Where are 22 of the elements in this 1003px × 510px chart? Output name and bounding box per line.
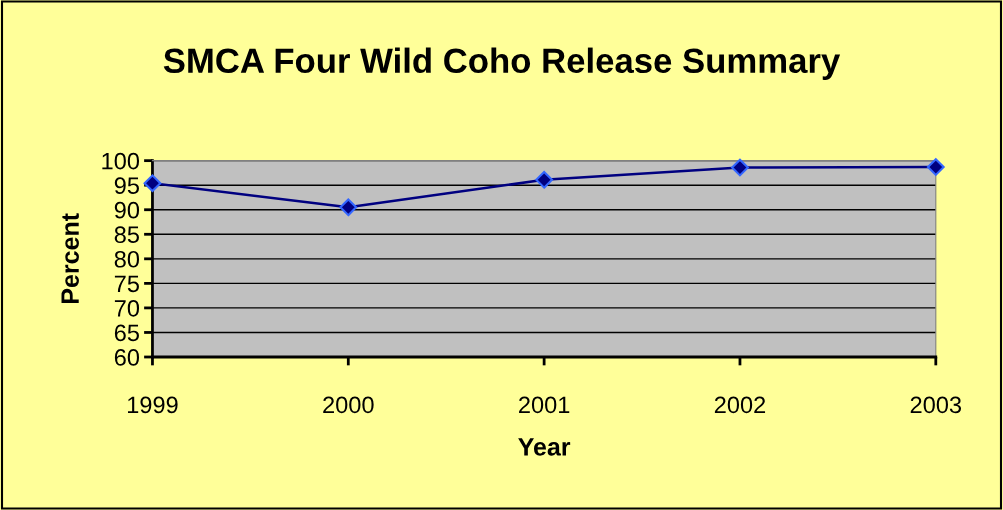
x-tick-label: 2003 xyxy=(910,396,962,414)
y-tick-label: 65 xyxy=(114,324,139,342)
point xyxy=(143,174,162,193)
x-axis-title: Year xyxy=(518,438,571,456)
y-tick-label: 75 xyxy=(114,275,139,293)
y-tick-label: 60 xyxy=(114,349,140,366)
x-tick-label: 2002 xyxy=(714,396,766,414)
y-tick-label: 85 xyxy=(114,226,139,244)
chart-title: SMCA Four Wild Coho Release Summary xyxy=(163,47,841,80)
point xyxy=(535,170,554,189)
x-tick-label: 2001 xyxy=(519,396,570,414)
x-tick-label: 1999 xyxy=(128,396,178,414)
point xyxy=(339,198,358,217)
y-axis-title: Percent xyxy=(61,213,79,304)
y-tick-label: 90 xyxy=(114,201,140,219)
y-tick-label: 100 xyxy=(102,152,140,170)
x-tick-label: 2000 xyxy=(323,396,374,414)
y-tick-label: 95 xyxy=(114,177,139,194)
point xyxy=(926,158,945,176)
point xyxy=(731,158,749,177)
y-tick-label: 80 xyxy=(114,250,140,268)
y-tick-label: 70 xyxy=(114,299,140,317)
